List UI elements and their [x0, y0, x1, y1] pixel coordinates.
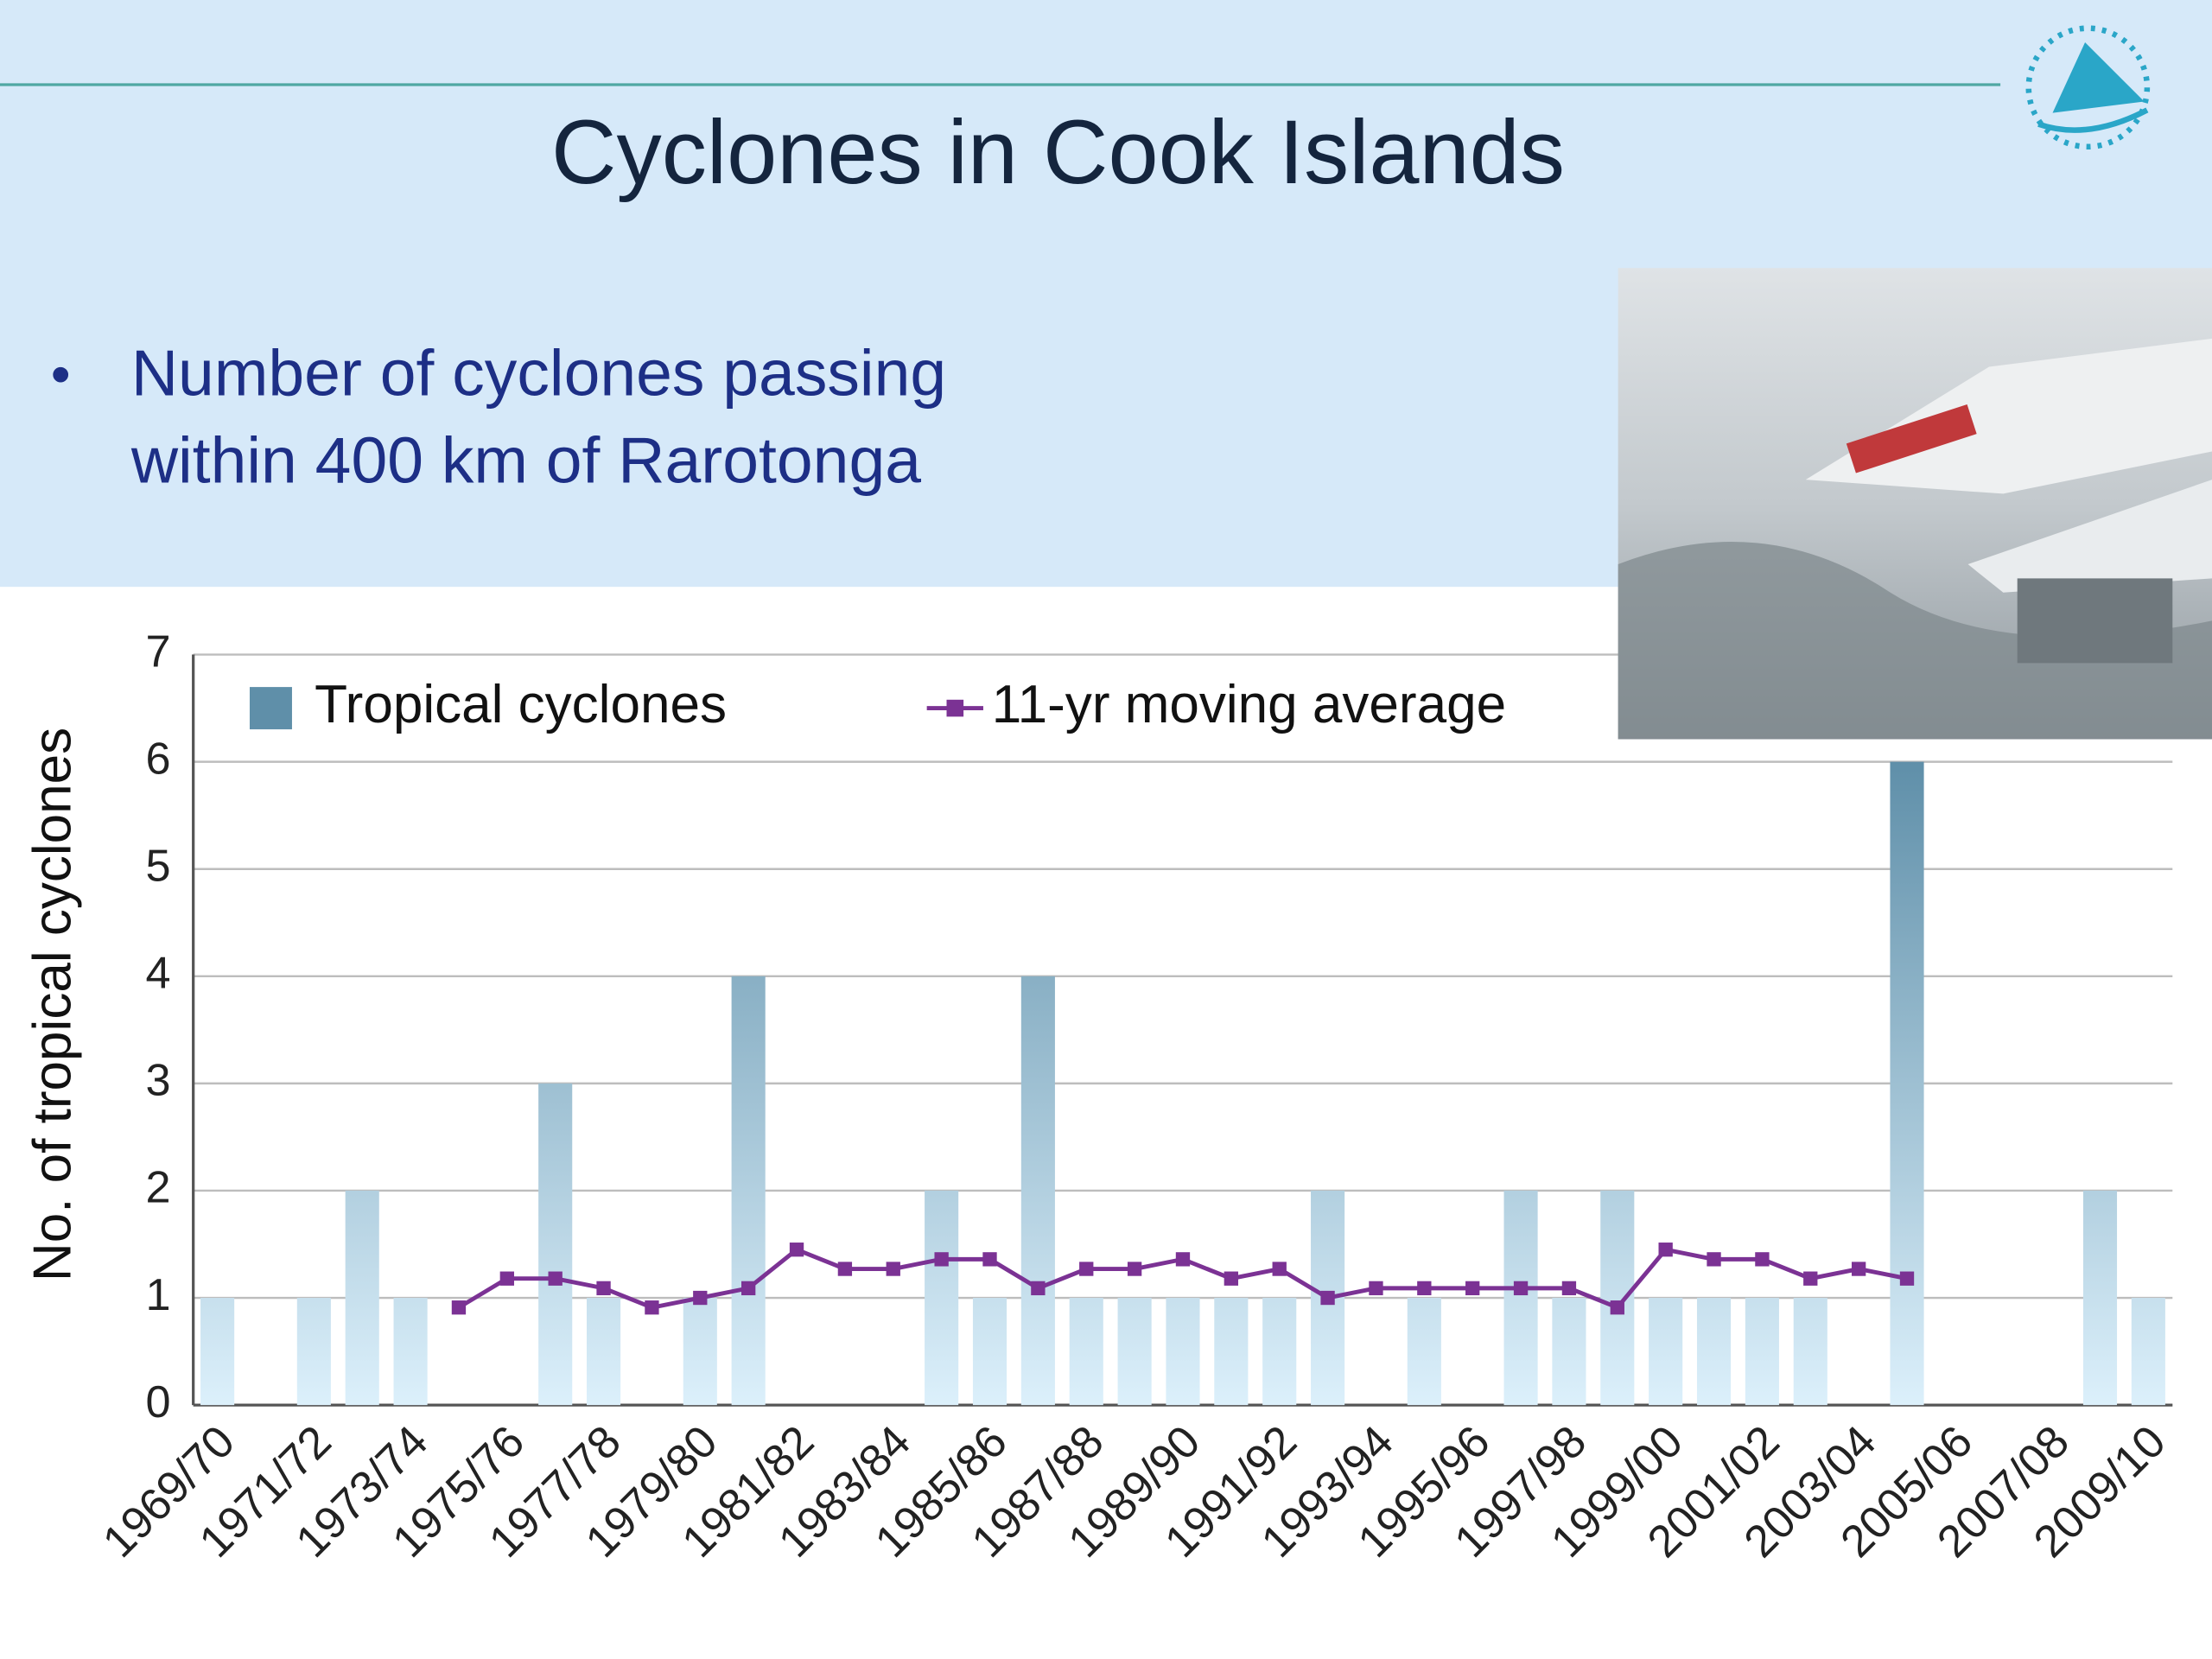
line-marker	[499, 1271, 514, 1286]
line-marker	[886, 1262, 900, 1276]
y-tick-label: 5	[145, 842, 170, 892]
y-axis-label: No. of tropical cyclones	[23, 728, 83, 1281]
line-marker	[1610, 1300, 1624, 1315]
line-marker	[837, 1262, 853, 1276]
slide-title: Cyclones in Cook Islands	[551, 102, 1565, 203]
legend-label: Tropical cyclones	[315, 675, 727, 734]
line-marker	[934, 1252, 949, 1267]
bar	[2082, 1190, 2118, 1406]
line-marker	[741, 1281, 756, 1296]
bar	[393, 1298, 428, 1406]
photo	[1618, 268, 2212, 740]
line-marker	[1369, 1281, 1383, 1296]
bar	[925, 1190, 959, 1406]
line-marker	[1513, 1281, 1529, 1296]
line-marker	[1175, 1252, 1191, 1267]
bar	[1649, 1298, 1683, 1406]
line-marker	[789, 1243, 804, 1257]
bar	[1407, 1298, 1441, 1406]
bar	[1552, 1298, 1586, 1406]
line-marker	[548, 1271, 563, 1286]
bar	[2131, 1298, 2165, 1406]
y-tick-label: 0	[145, 1377, 170, 1427]
bar	[1214, 1298, 1249, 1406]
bar	[1262, 1298, 1297, 1406]
y-tick-label: 6	[145, 734, 170, 784]
line-marker	[596, 1281, 611, 1296]
y-tick-label: 7	[145, 626, 170, 677]
logo	[2025, 25, 2151, 150]
line-marker	[1803, 1271, 1818, 1286]
line-marker	[982, 1252, 997, 1267]
line-marker	[1031, 1281, 1046, 1296]
y-tick-label: 3	[145, 1056, 170, 1106]
bar	[1020, 976, 1055, 1406]
bar	[1745, 1298, 1779, 1406]
bullet-dot: •	[51, 342, 71, 405]
line-marker	[1079, 1262, 1094, 1276]
bullet-text: Number of cyclones passing	[131, 336, 946, 409]
line-marker	[1320, 1290, 1335, 1306]
legend-label: 11-yr moving average	[992, 675, 1506, 734]
bar	[1793, 1298, 1827, 1406]
line-marker	[1127, 1262, 1142, 1276]
bar	[972, 1298, 1007, 1406]
bar	[1600, 1190, 1635, 1406]
bar	[1890, 761, 1924, 1406]
line-marker	[1658, 1243, 1673, 1257]
line-marker	[451, 1300, 467, 1315]
line-marker	[1561, 1281, 1577, 1296]
line-marker	[1707, 1252, 1721, 1267]
bar	[683, 1298, 717, 1406]
line-marker	[1755, 1252, 1770, 1267]
line-marker	[1851, 1262, 1866, 1276]
y-tick-label: 4	[145, 949, 170, 999]
bar	[1503, 1190, 1538, 1406]
bar	[1696, 1298, 1732, 1406]
bar	[1069, 1298, 1103, 1406]
bar	[296, 1298, 331, 1406]
bar	[1166, 1298, 1200, 1406]
bar	[538, 1083, 573, 1406]
y-tick-label: 1	[145, 1270, 170, 1320]
bar	[1117, 1298, 1152, 1406]
line-marker	[1899, 1271, 1915, 1286]
bar	[345, 1190, 379, 1406]
y-tick-label: 2	[145, 1163, 170, 1213]
line-marker	[693, 1290, 708, 1306]
bullet-text: within 400 km of Rarotonga	[130, 424, 921, 497]
plot: 012345671969/701971/721973/741975/761977…	[93, 626, 2175, 1567]
legend-swatch	[249, 687, 292, 730]
bar	[200, 1298, 235, 1406]
legend: Tropical cyclones 11-yr moving average	[249, 675, 1506, 734]
line-marker	[645, 1300, 659, 1315]
line-marker	[1224, 1271, 1239, 1286]
bar	[587, 1298, 621, 1406]
bar	[731, 976, 766, 1406]
line-marker	[1272, 1262, 1287, 1276]
legend-swatch	[946, 699, 964, 717]
line-marker	[1417, 1281, 1432, 1296]
line-marker	[1465, 1281, 1480, 1296]
